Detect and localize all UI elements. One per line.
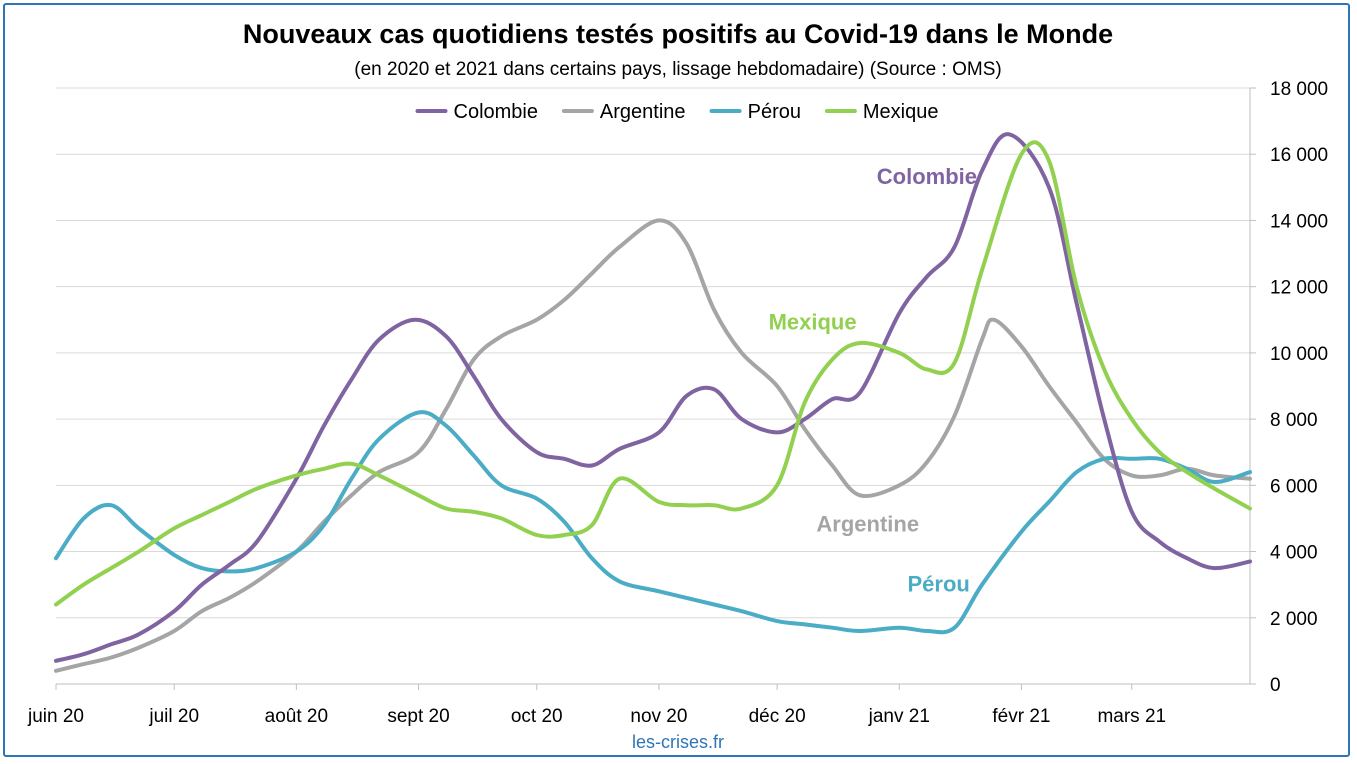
legend-item: Colombie — [415, 101, 538, 123]
series-line-mexique — [54, 140, 1252, 607]
y-tick-label: 16 000 — [1270, 145, 1328, 166]
series-labels: Colombie Mexique Argentine Pérou — [769, 164, 977, 596]
x-tick-label: févr 21 — [992, 706, 1050, 727]
legend-label: Mexique — [863, 101, 939, 123]
gridlines — [56, 87, 1250, 619]
y-tick-label: 8 000 — [1270, 410, 1318, 431]
y-tick-label: 0 — [1270, 675, 1281, 696]
y-tick-label: 2 000 — [1270, 609, 1318, 630]
x-tick-label: août 20 — [265, 706, 328, 727]
chart-frame — [3, 3, 1350, 757]
series-line-colombie — [54, 132, 1252, 663]
x-tick-label: oct 20 — [511, 706, 563, 727]
legend-label: Argentine — [600, 101, 686, 123]
series-line-argentine — [54, 218, 1252, 673]
y-tick-label: 12 000 — [1270, 278, 1328, 299]
y-tick-label: 10 000 — [1270, 344, 1328, 365]
y-tick-label: 6 000 — [1270, 476, 1318, 497]
series-annotation: Pérou — [908, 571, 970, 596]
x-tick-label: janv 21 — [868, 706, 930, 727]
legend-label: Pérou — [748, 101, 801, 123]
chart-title: Nouveaux cas quotidiens testés positifs … — [243, 19, 1113, 49]
legend: Colombie Argentine Pérou Mexique — [415, 101, 939, 123]
series-line-perou — [54, 410, 1252, 635]
y-tick-label: 4 000 — [1270, 543, 1318, 564]
x-tick-label: sept 20 — [387, 706, 449, 727]
x-tick-label: nov 20 — [630, 706, 687, 727]
series-annotation: Argentine — [816, 512, 919, 537]
legend-item: Mexique — [824, 101, 939, 123]
x-tick-label: juil 20 — [148, 706, 199, 727]
x-tick-label: mars 21 — [1097, 706, 1166, 727]
series-annotation: Colombie — [877, 164, 977, 189]
legend-item: Argentine — [561, 101, 686, 123]
legend-label: Colombie — [454, 101, 538, 123]
series-annotation: Mexique — [769, 310, 857, 335]
legend-item: Pérou — [709, 101, 801, 123]
axes: 0 2 000 4 000 6 000 8 000 10 000 12 000 14 000 1… — [27, 79, 1328, 727]
x-tick-label: juin 20 — [27, 706, 84, 727]
x-tick-label: déc 20 — [749, 706, 806, 727]
y-tick-label: 14 000 — [1270, 211, 1328, 232]
chart-subtitle: (en 2020 et 2021 dans certains pays, lis… — [354, 59, 1001, 80]
y-tick-label: 18 000 — [1270, 79, 1328, 100]
series-lines — [54, 132, 1252, 673]
source-credit: les-crises.fr — [632, 732, 724, 752]
